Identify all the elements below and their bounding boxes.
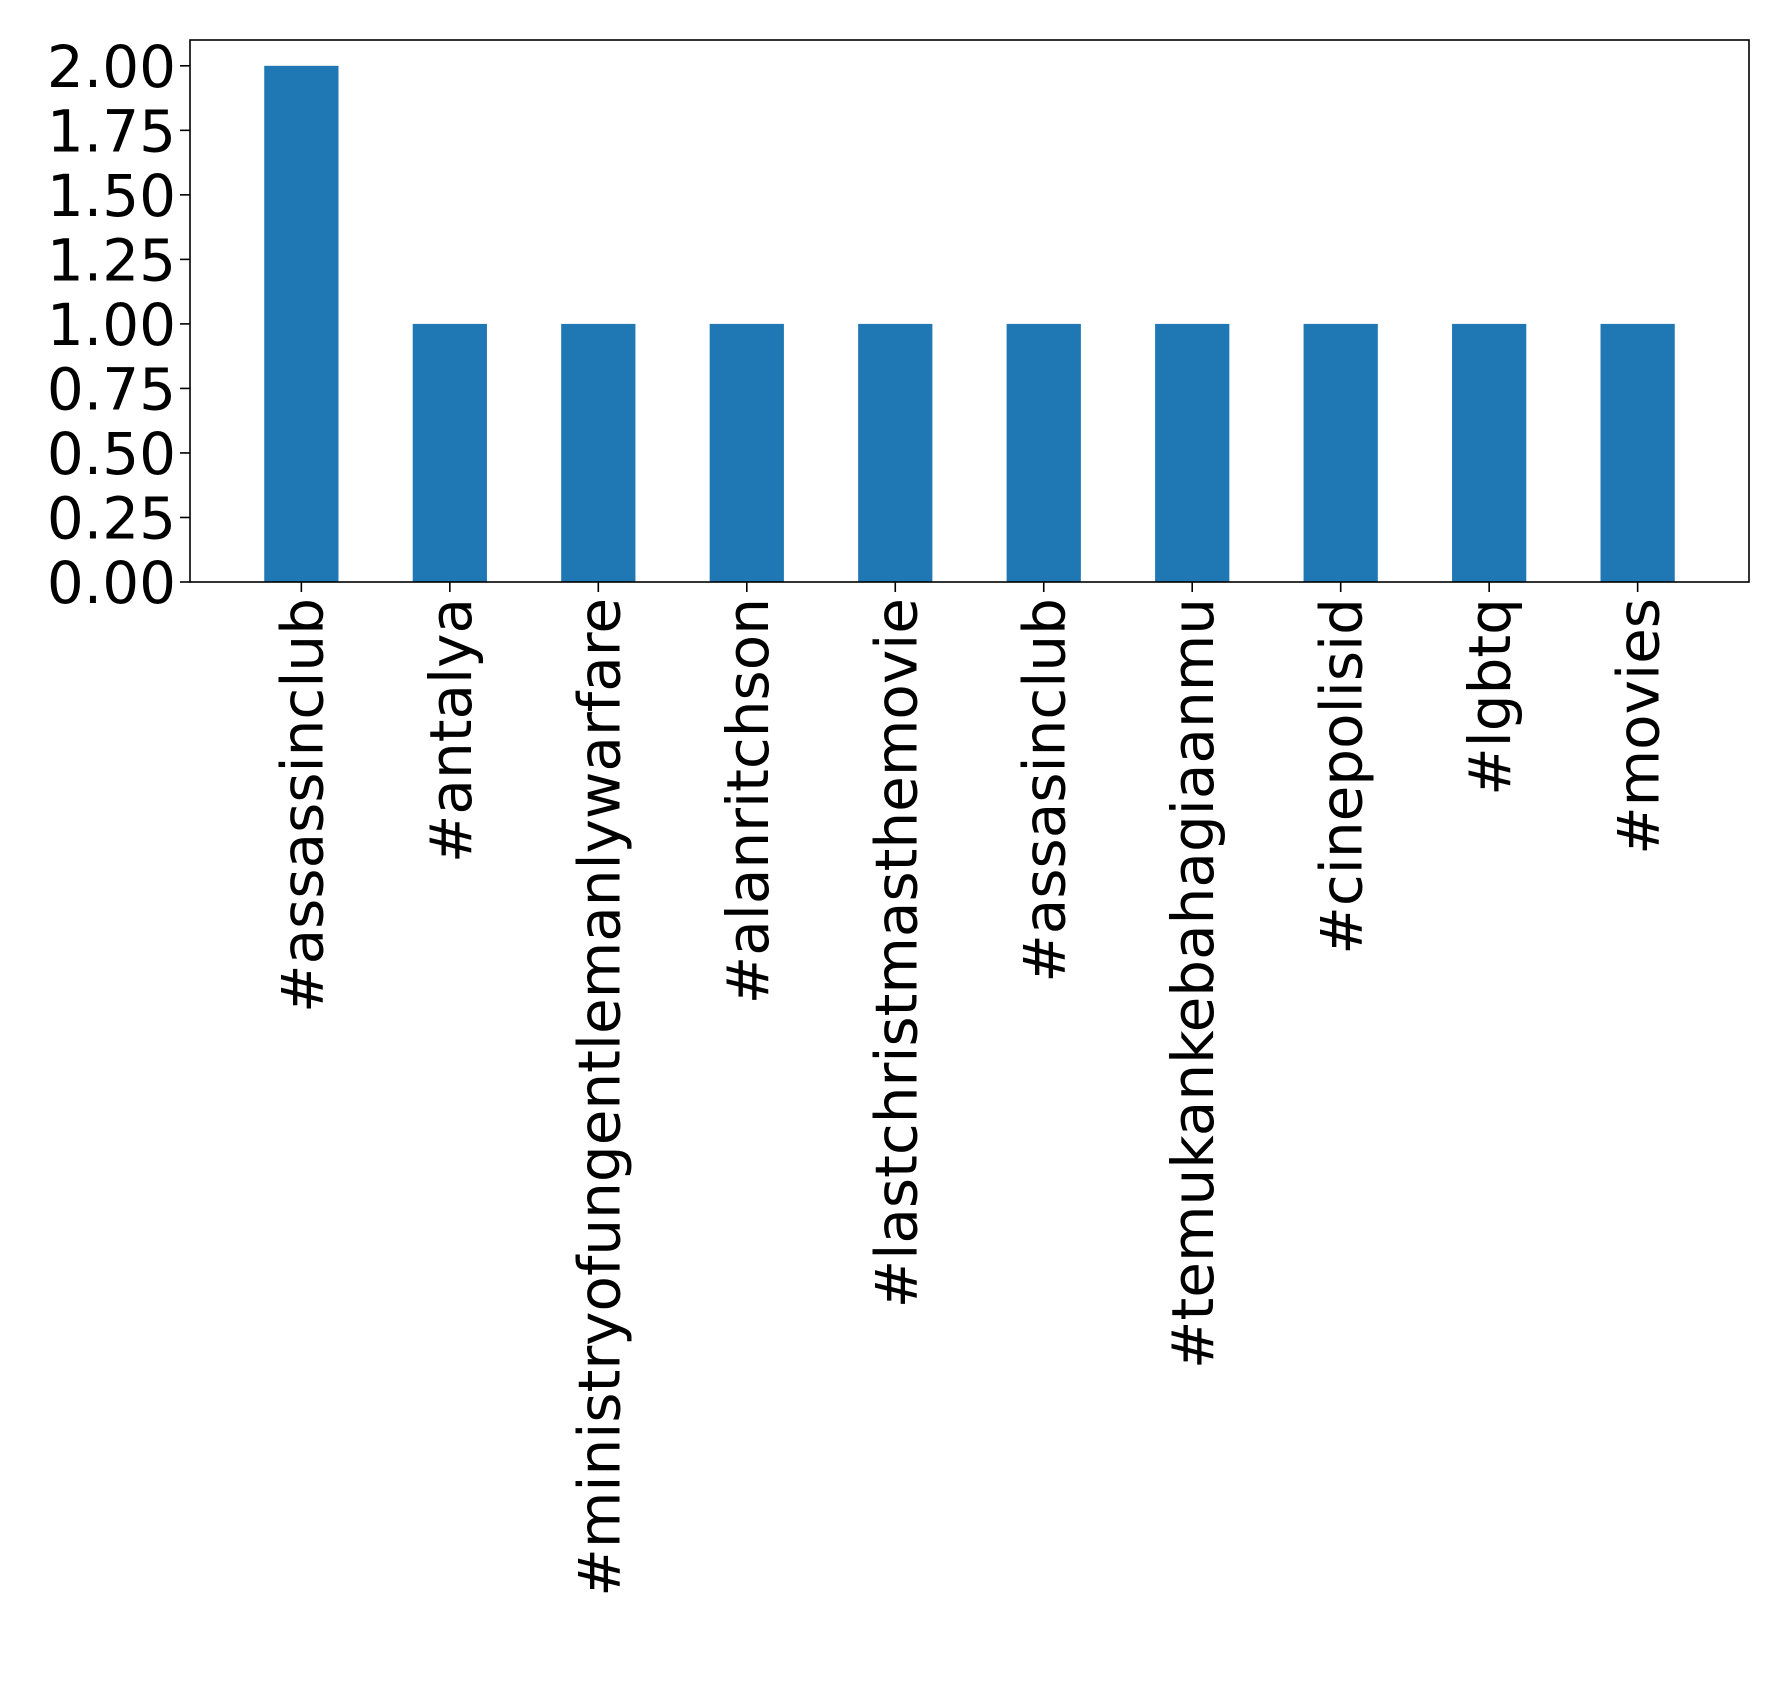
x-tick-label-7: #cinepolisid [1308, 598, 1376, 955]
y-tick-label-6: 1.50 [47, 162, 176, 230]
x-tick-label-6: #temukankebahagiaanmu [1159, 598, 1227, 1369]
plot-frame [189, 39, 1750, 583]
y-axis: 0.000.250.500.751.001.251.501.752.00 [47, 33, 190, 617]
y-tick-label-4: 1.00 [47, 291, 176, 359]
x-tick-label-2: #ministryofungentlemanlywarfare [565, 598, 633, 1597]
bar-5 [1006, 323, 1081, 582]
x-axis: #assassinclub #antalya #ministryofungentle… [268, 582, 1673, 1597]
x-tick-label-8: #lgbtq [1456, 598, 1524, 796]
x-tick-label-9: #movies [1605, 598, 1673, 855]
bar-2 [561, 323, 636, 582]
y-tick-label-7: 1.75 [47, 97, 176, 165]
bar-0 [264, 65, 339, 582]
y-tick-label-2: 0.50 [47, 420, 176, 488]
x-tick-label-4: #lastchristmasthemovie [862, 598, 930, 1308]
x-tick-label-0: #assassinclub [268, 598, 336, 1013]
bar-6 [1155, 323, 1230, 582]
y-tick-label-8: 2.00 [47, 33, 176, 101]
bar-3 [709, 323, 784, 582]
y-tick-label-3: 0.75 [47, 355, 176, 423]
bar-8 [1452, 323, 1527, 582]
y-tick-label-5: 1.25 [47, 226, 176, 294]
y-tick-label-1: 0.25 [47, 484, 176, 552]
x-tick-label-3: #alanritchson [714, 598, 782, 1004]
bar-7 [1303, 323, 1378, 582]
bars-layer [264, 65, 1675, 582]
x-tick-label-5: #assasinclub [1011, 598, 1079, 983]
bar-1 [412, 323, 487, 582]
bar-4 [858, 323, 933, 582]
x-tick-label-1: #antalya [417, 598, 485, 863]
bar-9 [1600, 323, 1675, 582]
y-tick-label-0: 0.00 [47, 549, 176, 617]
